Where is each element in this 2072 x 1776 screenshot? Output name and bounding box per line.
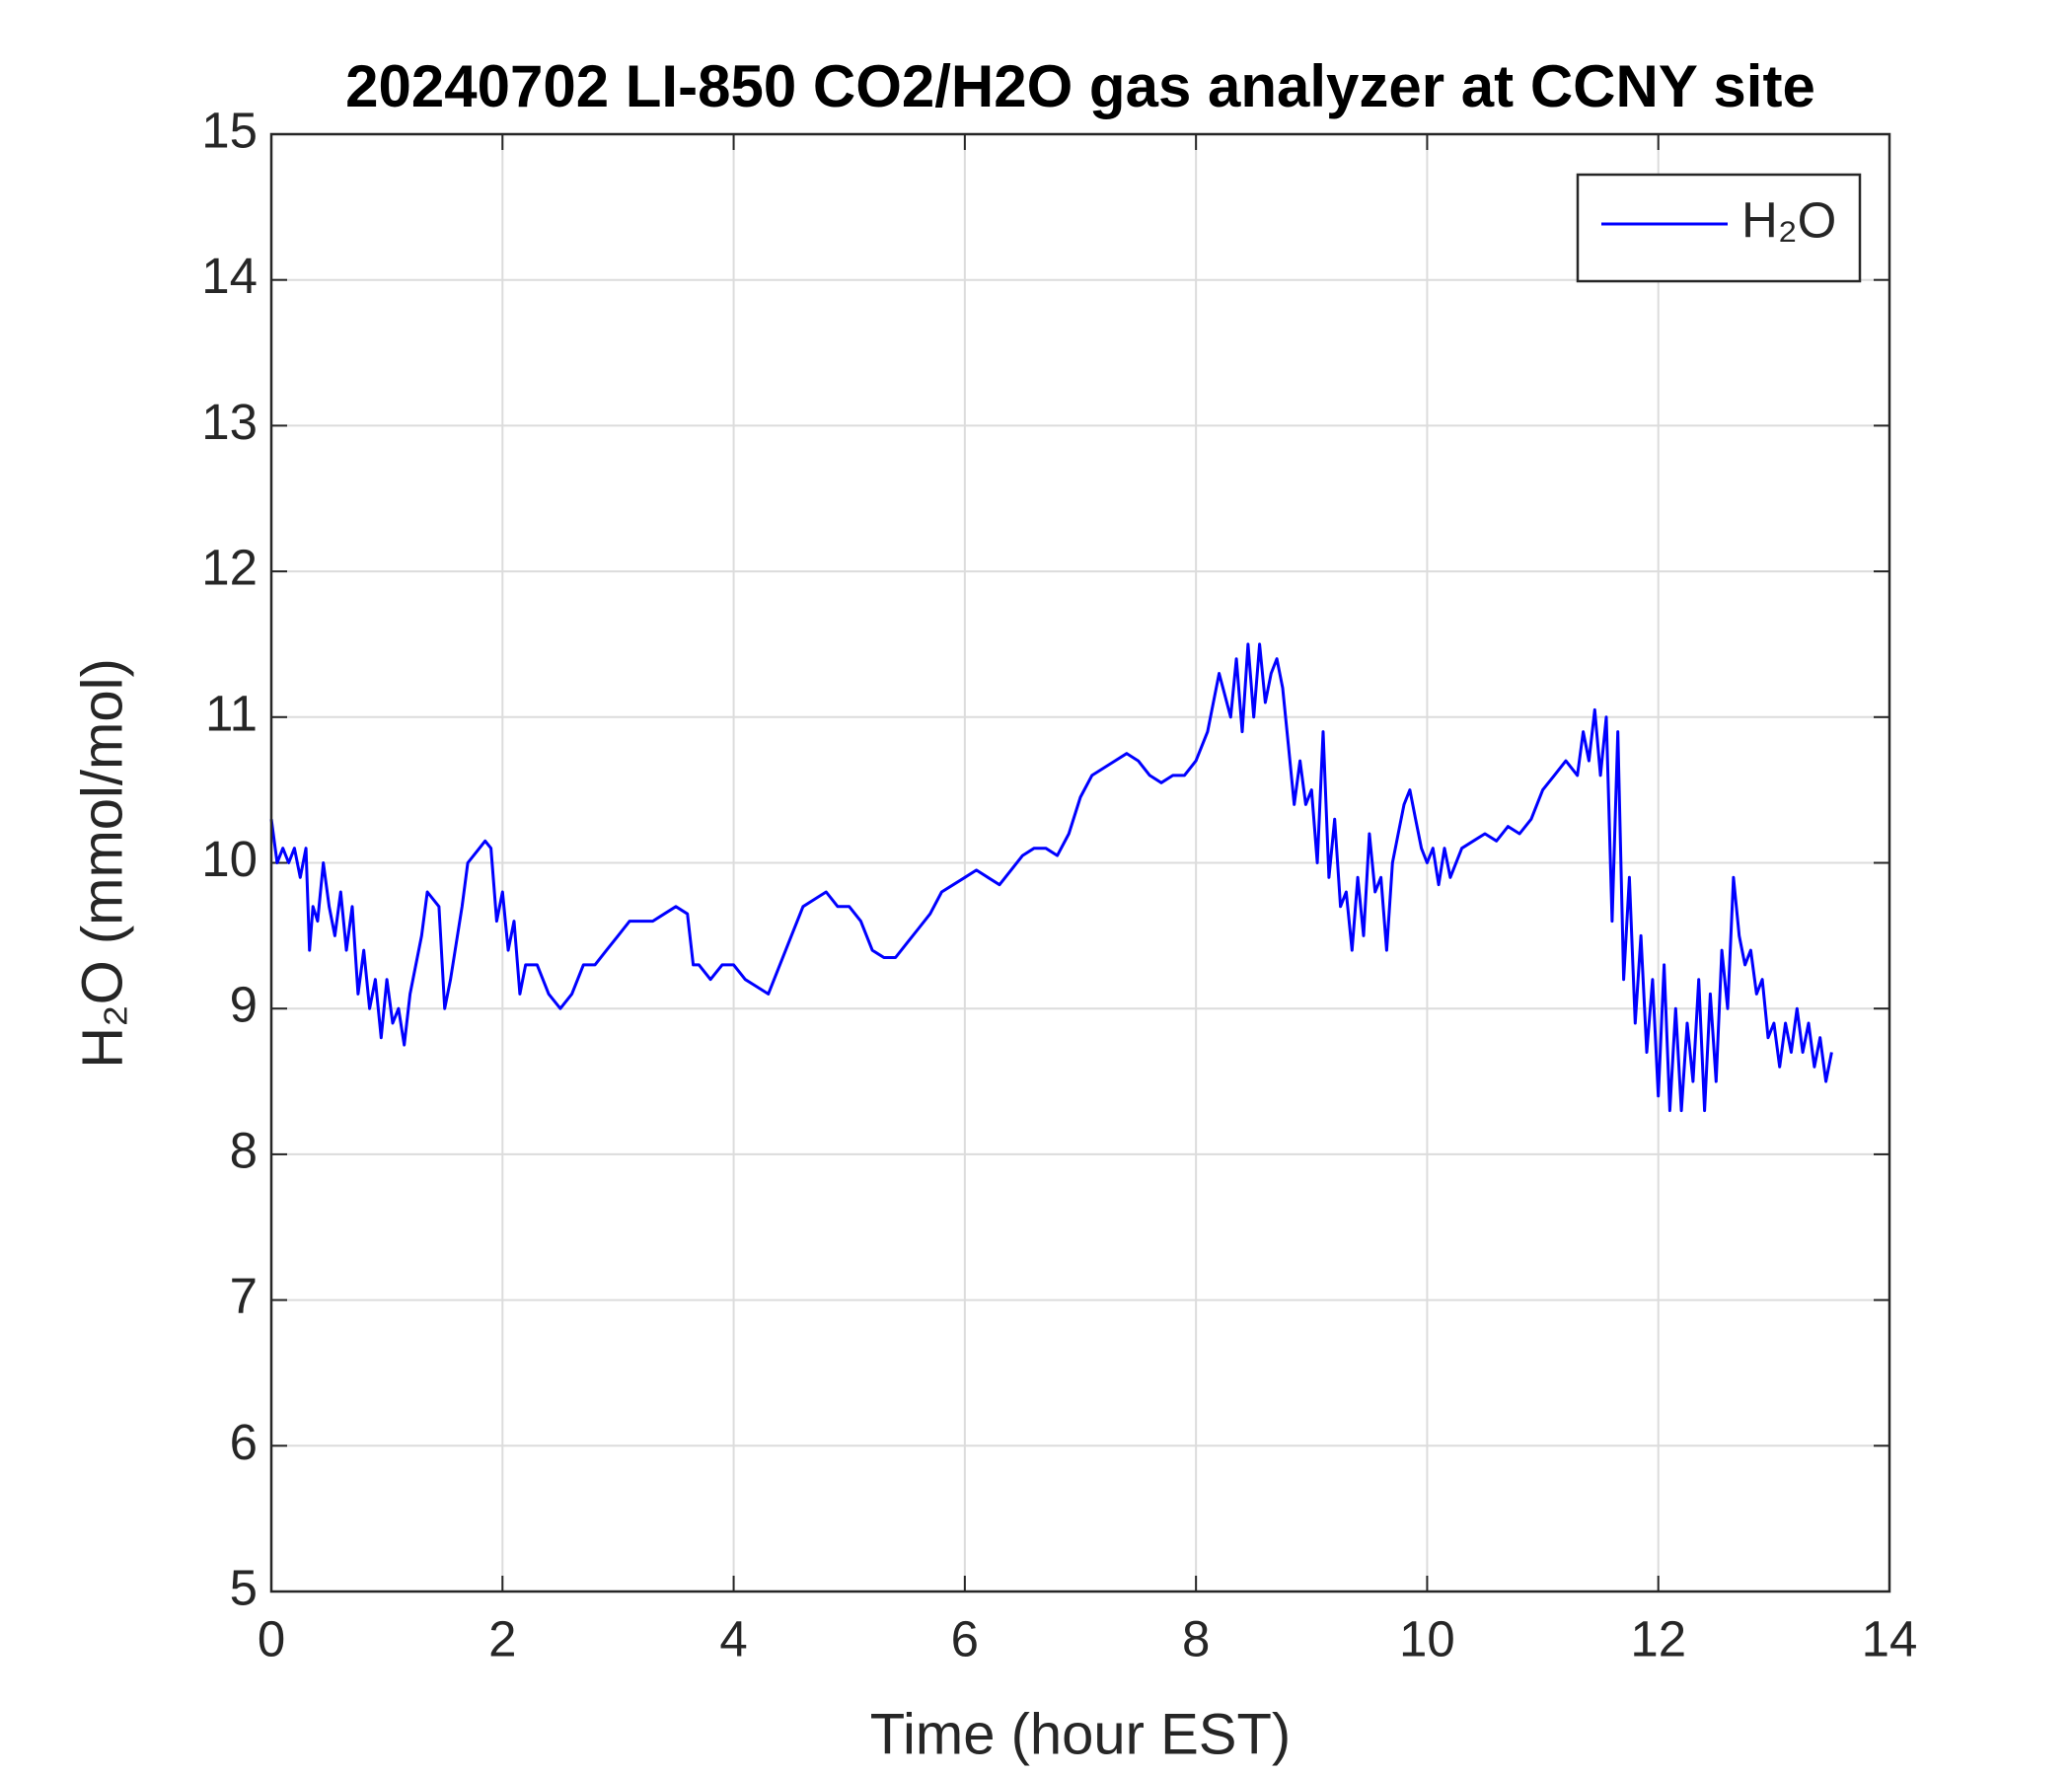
y-tick-label: 8 — [230, 1122, 258, 1178]
x-tick-label: 12 — [1630, 1610, 1686, 1666]
legend-label: H₂O — [1741, 191, 1836, 248]
x-tick-label: 10 — [1399, 1610, 1455, 1666]
x-axis-label: Time (hour EST) — [870, 1702, 1291, 1766]
y-tick-label: 15 — [201, 102, 258, 158]
x-tick-label: 6 — [951, 1610, 979, 1666]
legend-box — [1576, 173, 1862, 283]
y-tick-label: 6 — [230, 1414, 258, 1470]
x-tick-label: 4 — [719, 1610, 747, 1666]
y-tick-label: 12 — [201, 540, 258, 596]
x-tick-label: 14 — [1862, 1610, 1918, 1666]
y-axis-label: H₂O (mmol/mol) — [70, 658, 134, 1069]
y-tick-label: 10 — [201, 831, 258, 887]
chart-title: 20240702 LI-850 CO2/H2O gas analyzer at … — [345, 53, 1815, 119]
y-tick-label: 14 — [201, 248, 258, 304]
y-tick-label: 13 — [201, 394, 258, 450]
x-tick-label: 8 — [1182, 1610, 1210, 1666]
y-tick-label: 7 — [230, 1268, 258, 1324]
y-tick-label: 9 — [230, 977, 258, 1033]
x-tick-label: 2 — [488, 1610, 516, 1666]
plot-frame — [269, 132, 1891, 1593]
data-line — [269, 642, 1833, 1113]
y-tick-label: 11 — [205, 685, 258, 741]
x-tick-label: 0 — [258, 1610, 285, 1666]
y-tick-label: 5 — [230, 1559, 258, 1615]
